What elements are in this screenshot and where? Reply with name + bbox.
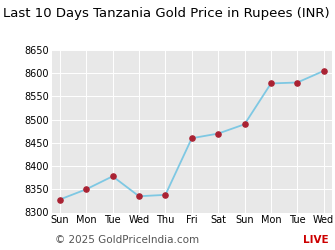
Point <box>242 122 247 126</box>
Point <box>57 198 63 202</box>
Point <box>163 193 168 197</box>
Point <box>136 194 142 198</box>
Point <box>215 132 221 136</box>
Point <box>295 80 300 84</box>
Text: © 2025 GoldPriceIndia.com: © 2025 GoldPriceIndia.com <box>55 235 199 245</box>
Point <box>83 187 89 191</box>
Text: Last 10 Days Tanzania Gold Price in Rupees (INR): Last 10 Days Tanzania Gold Price in Rupe… <box>3 8 330 20</box>
Point <box>268 82 274 86</box>
Point <box>189 136 194 140</box>
Point <box>110 174 115 178</box>
Text: LIVE: LIVE <box>303 235 328 245</box>
Point <box>321 69 326 73</box>
